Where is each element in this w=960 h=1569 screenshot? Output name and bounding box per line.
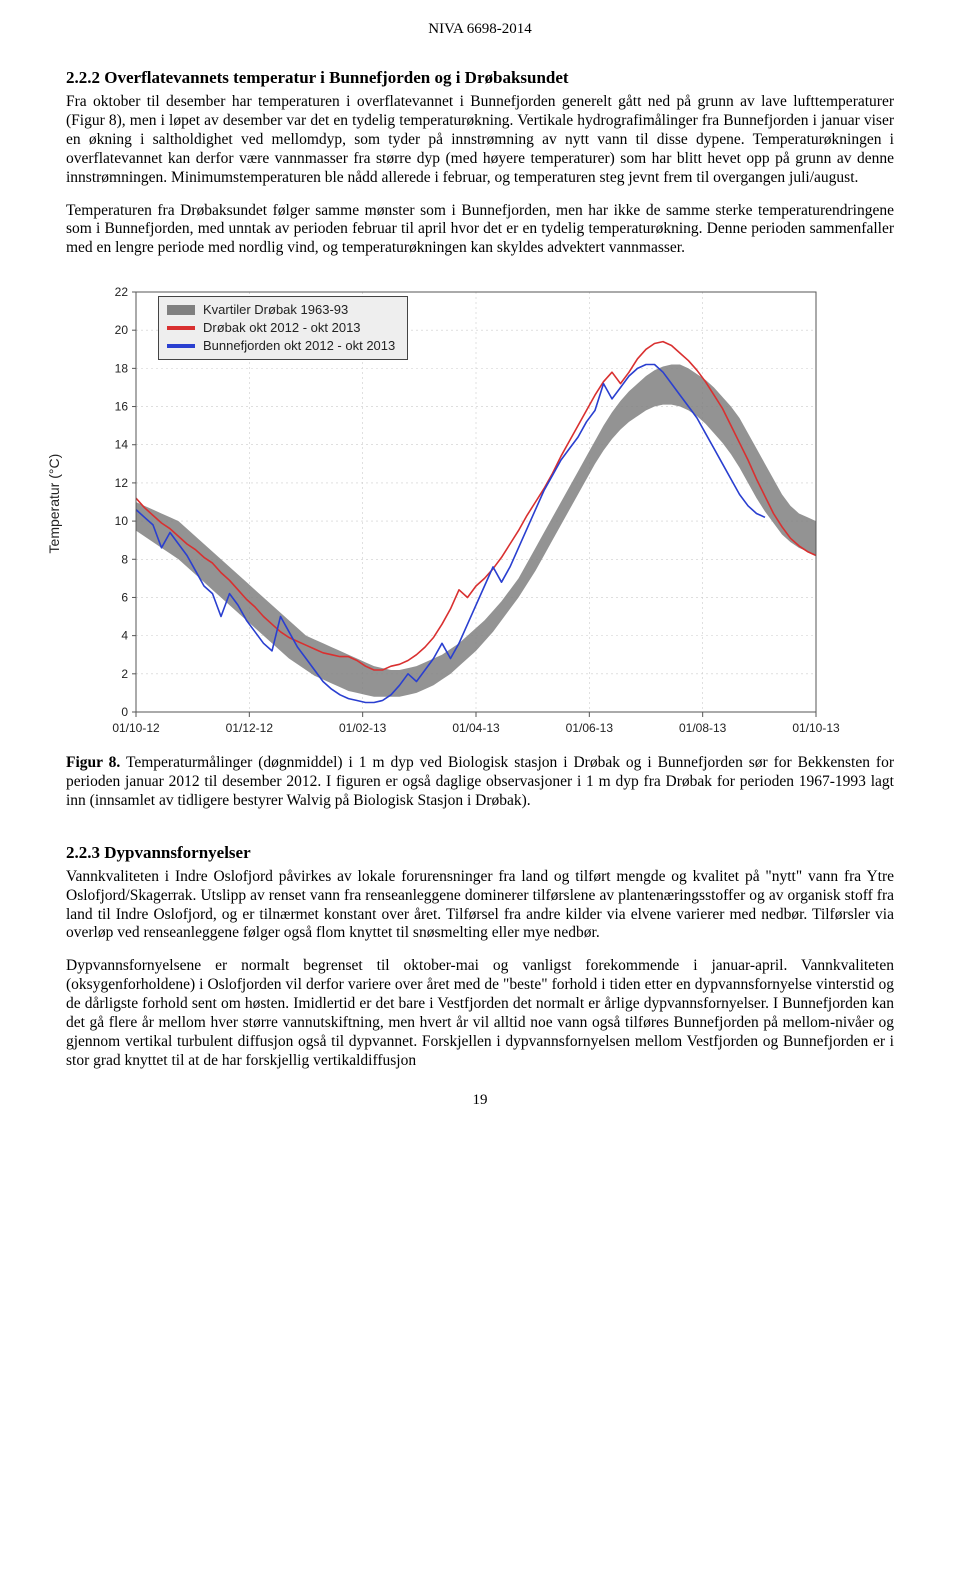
svg-text:8: 8	[121, 553, 128, 567]
legend-label-0: Kvartiler Drøbak 1963-93	[203, 302, 348, 318]
legend-label-2: Bunnefjorden okt 2012 - okt 2013	[203, 338, 395, 354]
svg-text:14: 14	[115, 438, 129, 452]
svg-text:01/10-13: 01/10-13	[792, 721, 840, 735]
svg-text:12: 12	[115, 476, 129, 490]
legend-swatch-drobak	[167, 326, 195, 330]
svg-text:2: 2	[121, 667, 128, 681]
svg-text:22: 22	[115, 285, 129, 299]
legend-label-1: Drøbak okt 2012 - okt 2013	[203, 320, 361, 336]
figure8-caption-body: Temperaturmålinger (døgnmiddel) i 1 m dy…	[66, 754, 894, 809]
svg-text:01/10-12: 01/10-12	[112, 721, 160, 735]
svg-text:01/12-12: 01/12-12	[226, 721, 274, 735]
svg-text:6: 6	[121, 591, 128, 605]
figure8-caption-lead: Figur 8.	[66, 754, 120, 771]
legend-swatch-band	[167, 305, 195, 315]
section2-p2: Dypvannsfornyelsene er normalt begrenset…	[66, 957, 894, 1070]
svg-text:16: 16	[115, 400, 129, 414]
section-title-223: 2.2.3 Dypvannsfornyelser	[66, 843, 894, 864]
svg-text:20: 20	[115, 323, 129, 337]
svg-text:01/04-13: 01/04-13	[452, 721, 500, 735]
section2-p1: Vannkvaliteten i Indre Oslofjord påvirke…	[66, 868, 894, 944]
svg-text:0: 0	[121, 705, 128, 719]
figure8-caption: Figur 8. Temperaturmålinger (døgnmiddel)…	[66, 754, 894, 811]
svg-text:4: 4	[121, 629, 128, 643]
section-title-222: 2.2.2 Overflatevannets temperatur i Bunn…	[66, 68, 894, 89]
section1-p2: Temperaturen fra Drøbaksundet følger sam…	[66, 202, 894, 259]
spacer	[66, 825, 894, 835]
legend-row-bunnefjorden: Bunnefjorden okt 2012 - okt 2013	[167, 337, 395, 355]
svg-text:10: 10	[115, 514, 129, 528]
legend-row-band: Kvartiler Drøbak 1963-93	[167, 301, 395, 319]
page: NIVA 6698-2014 2.2.2 Overflatevannets te…	[0, 0, 960, 1149]
svg-text:18: 18	[115, 362, 129, 376]
section1-p1: Fra oktober til desember har temperature…	[66, 93, 894, 188]
svg-text:01/08-13: 01/08-13	[679, 721, 727, 735]
page-number: 19	[66, 1091, 894, 1109]
svg-text:01/02-13: 01/02-13	[339, 721, 387, 735]
figure8-chart: 0 2 4 6 8 10 12 14 16 18 20 22 01/10-12 01/12-12 01/02…	[66, 272, 846, 752]
legend-swatch-bunnefjorden	[167, 344, 195, 348]
chart-legend: Kvartiler Drøbak 1963-93 Drøbak okt 2012…	[158, 296, 408, 360]
legend-row-drobak: Drøbak okt 2012 - okt 2013	[167, 319, 395, 337]
report-header: NIVA 6698-2014	[66, 20, 894, 38]
svg-text:01/06-13: 01/06-13	[566, 721, 614, 735]
chart-ylabel: Temperatur (°C)	[46, 454, 63, 554]
